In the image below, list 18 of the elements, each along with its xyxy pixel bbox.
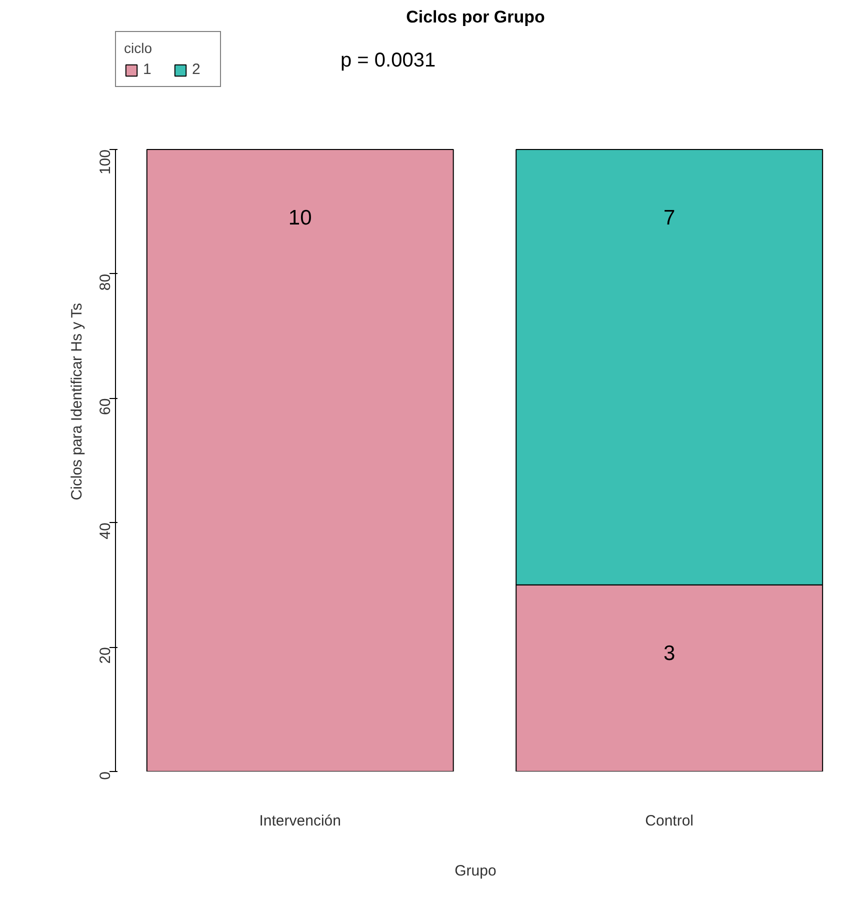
- legend-label: 2: [192, 61, 202, 78]
- annotation: 7: [664, 206, 676, 230]
- annotation: 10: [288, 206, 312, 230]
- y-tick-label: 80: [97, 274, 114, 291]
- x-axis-title: Grupo: [454, 862, 496, 880]
- y-tick-label: 0: [97, 772, 114, 780]
- x-tick-label: Control: [645, 812, 694, 830]
- y-tick-label: 20: [97, 647, 114, 664]
- chart-title: Ciclos por Grupo: [406, 8, 545, 26]
- y-tick-label: 60: [97, 398, 114, 415]
- text: p = 0.0031: [340, 50, 436, 72]
- y-tick-label: 40: [97, 522, 114, 540]
- legend-label: 1: [143, 61, 152, 78]
- annotation: 3: [664, 642, 676, 665]
- y-tick-label: 100: [97, 149, 114, 175]
- legend-title: ciclo: [124, 40, 154, 56]
- y-axis-title: Ciclos para Identificar Hs y Ts: [68, 302, 86, 500]
- x-tick-label: Intervención: [259, 812, 341, 830]
